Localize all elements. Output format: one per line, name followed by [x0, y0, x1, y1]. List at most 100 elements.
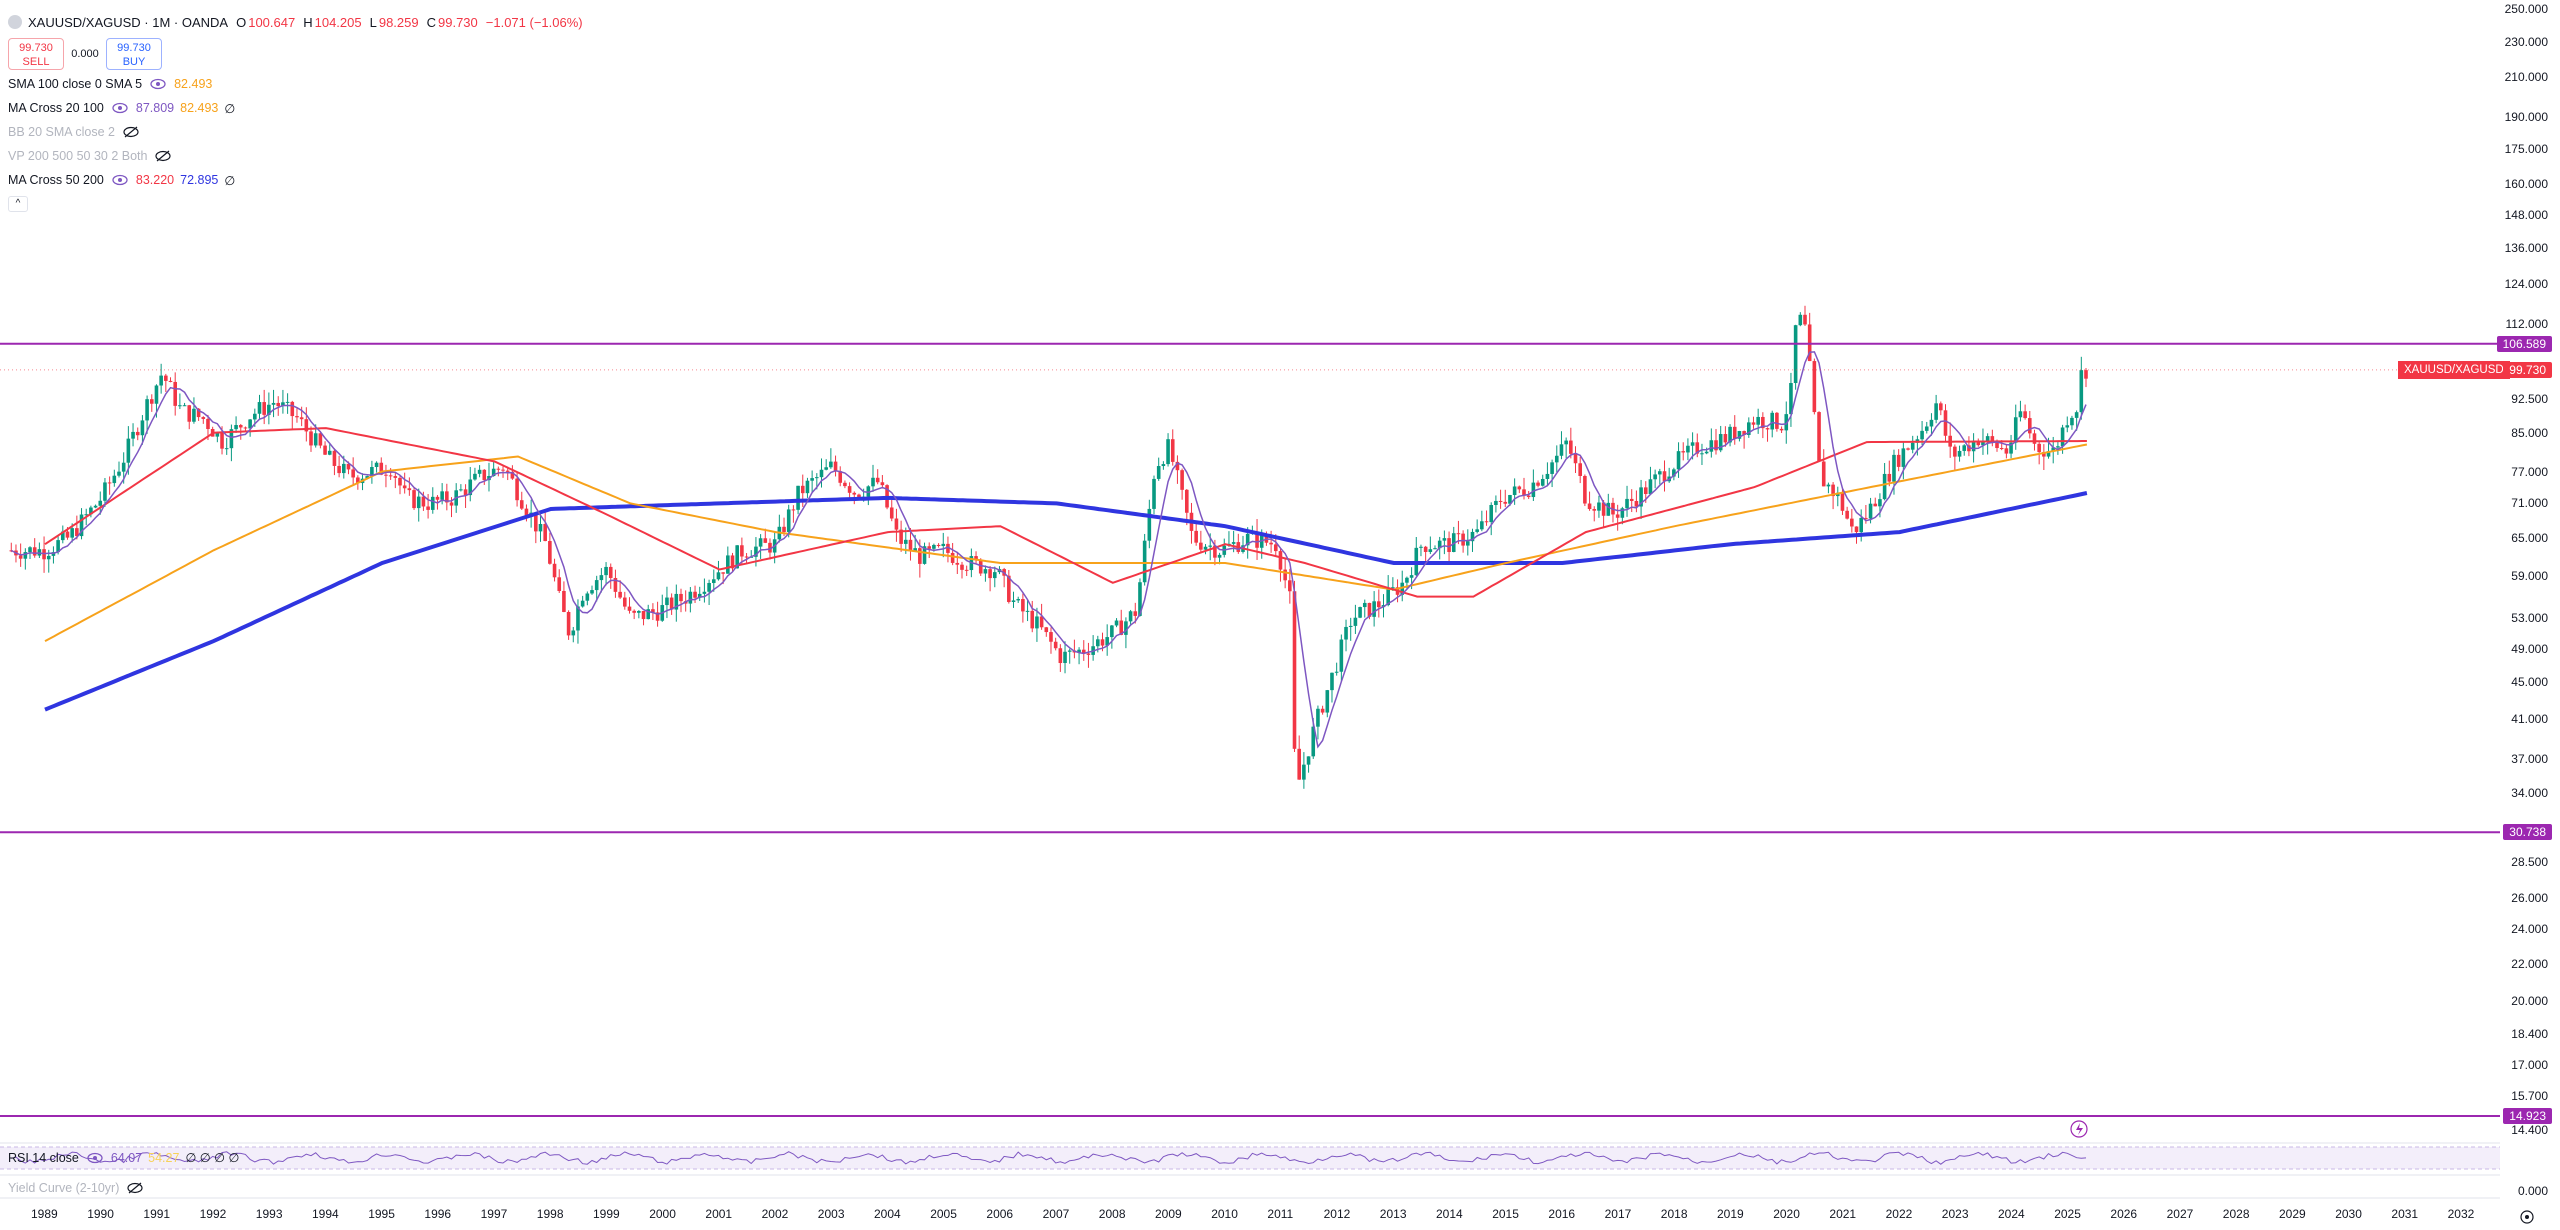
indicator-ma-cross-50-200[interactable]: MA Cross 50 200 83.220 72.895 ∅ [8, 168, 591, 192]
candle [1709, 428, 1714, 458]
candle [697, 586, 702, 602]
price-axis-label: 160.000 [2504, 177, 2548, 192]
candle [669, 593, 674, 615]
candle [786, 504, 791, 538]
candle [1039, 603, 1044, 630]
candle [1597, 495, 1601, 518]
price-axis-label: 77.000 [2511, 464, 2548, 479]
indicator-sma100[interactable]: SMA 100 close 0 SMA 5 82.493 [8, 72, 591, 96]
price-axis-label: 175.000 [2504, 142, 2548, 157]
candle [1929, 413, 1934, 436]
candle [1976, 438, 1981, 447]
candle [1292, 580, 1297, 753]
candle [23, 548, 28, 570]
candle [992, 566, 997, 588]
candle [1419, 544, 1423, 557]
candle [1625, 485, 1629, 517]
candle [1156, 457, 1161, 481]
candle [1962, 444, 1967, 456]
indicator-name: MA Cross 50 200 [8, 173, 104, 187]
price-axis-label: 17.000 [2511, 1057, 2548, 1072]
sma100-line[interactable] [44, 443, 2088, 642]
candle [2070, 415, 2074, 430]
visibility-icon[interactable] [150, 78, 166, 90]
price-axis-label: 34.000 [2511, 785, 2548, 800]
time-axis-label: 2025 [2054, 1207, 2081, 1221]
hidden-eye-icon[interactable] [155, 150, 172, 162]
candle [908, 527, 913, 561]
last-price-badge: 99.730 [2503, 361, 2552, 378]
candle [1793, 324, 1798, 390]
hidden-eye-icon[interactable] [127, 1182, 143, 1194]
time-axis-label: 1989 [31, 1207, 58, 1221]
candle [140, 415, 145, 445]
candle [1728, 424, 1732, 447]
candle [2009, 434, 2013, 459]
indicator-ma-cross-20-100[interactable]: MA Cross 20 100 87.809 82.493 ∅ [8, 96, 591, 120]
candle [1320, 705, 1325, 715]
indicator-vp[interactable]: VP 200 500 50 30 2 Both [8, 144, 591, 168]
collapse-legend-button[interactable]: ^ [8, 196, 28, 212]
candle [459, 484, 463, 492]
candle [1030, 600, 1035, 633]
settings-icon[interactable] [2520, 1210, 2534, 1224]
price-axis-label: 112.000 [2505, 317, 2549, 332]
candle [1737, 430, 1742, 442]
price-axis-label: 26.000 [2511, 890, 2548, 905]
visibility-icon[interactable] [87, 1152, 103, 1164]
candle [1498, 489, 1503, 509]
candle [1503, 489, 1508, 508]
candle [1882, 463, 1887, 501]
candle [1016, 596, 1020, 603]
candle [412, 487, 416, 510]
candle [1587, 491, 1592, 511]
candle [430, 487, 435, 514]
candle [829, 448, 833, 469]
time-axis-label: 2023 [1941, 1207, 1969, 1221]
candle [665, 586, 669, 619]
candle [1765, 427, 1770, 442]
candle [1681, 442, 1686, 461]
rsi-line[interactable] [11, 1151, 2087, 1165]
candle [1756, 408, 1760, 434]
candle [126, 426, 131, 475]
candle [1578, 456, 1582, 484]
time-axis-label: 2000 [649, 1207, 676, 1221]
price-axis-label: 92.500 [2511, 392, 2548, 407]
candle [1007, 569, 1011, 604]
symbol-title[interactable]: XAUUSD/XAGUSD · 1M · OANDA [28, 14, 229, 30]
sma5-line[interactable] [10, 351, 2087, 749]
candle [168, 377, 173, 383]
candle [370, 460, 374, 484]
sma50-line[interactable] [44, 427, 2087, 598]
candle [332, 448, 337, 476]
candle [974, 551, 978, 564]
alert-icon[interactable] [2070, 1120, 2088, 1138]
candle [201, 416, 206, 424]
candle [79, 508, 84, 540]
candle [1119, 609, 1124, 636]
sell-price: 99.730 [19, 42, 53, 54]
hidden-eye-icon[interactable] [123, 126, 139, 138]
indicator-name: SMA 100 close 0 SMA 5 [8, 77, 143, 91]
rsi-ma-value: 54.27 [148, 1150, 180, 1165]
time-axis-label: 2032 [2447, 1207, 2475, 1221]
price-axis-label: 148.000 [2504, 207, 2548, 222]
candle [562, 581, 566, 613]
visibility-icon[interactable] [112, 102, 128, 114]
visibility-icon[interactable] [112, 174, 128, 186]
candle [1161, 461, 1166, 470]
candle [1957, 445, 1962, 462]
buy-label: BUY [122, 56, 146, 68]
sma200-line[interactable] [44, 491, 2088, 712]
candle [1423, 545, 1428, 564]
buy-button[interactable]: 99.730 BUY [106, 38, 162, 70]
indicator-bb[interactable]: BB 20 SMA close 2 [8, 120, 591, 144]
candle [1700, 443, 1704, 466]
sell-button[interactable]: 99.730 SELL [8, 38, 64, 70]
candle [543, 511, 547, 542]
candle [1775, 412, 1779, 432]
candle [1512, 478, 1517, 505]
candle [1845, 506, 1849, 520]
